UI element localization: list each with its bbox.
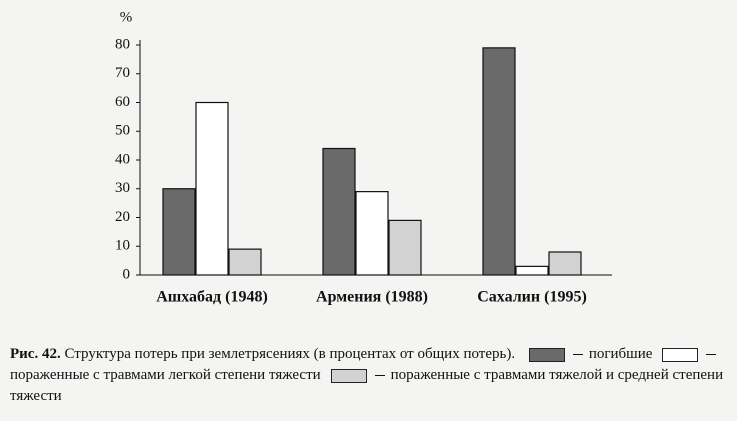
y-axis-label: %	[120, 9, 133, 25]
bar	[482, 47, 516, 276]
bar	[548, 251, 582, 276]
legend-label: пораженные с травмами тяжелой и средней …	[10, 367, 724, 404]
chart: % 0 10 20 30 40 50 60 70 80 Ашхабад (1948) Армения…	[115, 9, 612, 306]
y-tick-label: 40	[115, 151, 130, 167]
bar	[195, 101, 229, 276]
y-tick-label: 0	[123, 266, 131, 282]
caption-label: Рис. 42.	[10, 346, 61, 362]
legend-dash	[706, 354, 717, 356]
legend-label: погибшие	[588, 346, 653, 362]
bar	[388, 219, 422, 276]
y-tick-label: 80	[115, 36, 130, 52]
legend: погибшие пораженные с травмами легкой сте…	[10, 346, 723, 404]
y-tick-label: 60	[115, 94, 130, 110]
y-tick-label: 50	[115, 123, 130, 139]
y-tick-label: 10	[115, 238, 130, 254]
x-tick-label: Армения (1988)	[316, 289, 428, 306]
bar	[322, 147, 356, 276]
y-tick-label: 70	[115, 65, 130, 81]
x-tick-label: Сахалин (1995)	[477, 289, 587, 306]
legend-swatch	[528, 347, 565, 362]
bar	[515, 265, 549, 276]
x-tick-label: Ашхабад (1948)	[156, 289, 268, 306]
bar	[355, 191, 389, 276]
legend-label: пораженные с травмами легкой степени тяж…	[10, 367, 321, 383]
bar	[228, 248, 262, 276]
caption-text: Структура потерь при землетрясениях (в п…	[64, 346, 516, 362]
legend-swatch	[330, 368, 367, 383]
legend-dash	[572, 354, 583, 356]
y-tick-label: 30	[115, 180, 130, 196]
legend-swatch	[662, 347, 699, 362]
bar	[162, 188, 196, 276]
caption: Рис. 42. Структура потерь при землетрясе…	[10, 344, 725, 407]
y-tick-label: 20	[115, 209, 130, 225]
legend-dash	[374, 375, 385, 377]
